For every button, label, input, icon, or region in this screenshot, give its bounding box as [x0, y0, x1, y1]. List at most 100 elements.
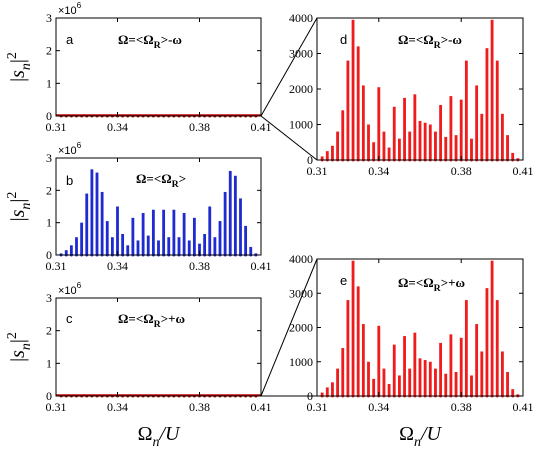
y-exponent-label-run: ×10	[58, 285, 77, 297]
x-tick-label: 0.31	[46, 120, 67, 134]
bar	[320, 156, 324, 160]
bar	[397, 375, 401, 396]
bar	[131, 217, 135, 255]
y-tick-label: 1	[46, 356, 52, 370]
y-axis-label-run: |	[7, 199, 29, 203]
panel-condition-label-run: Ω=<Ω	[118, 311, 154, 326]
bar	[475, 85, 479, 160]
bar	[336, 368, 340, 396]
bar	[182, 212, 186, 255]
panel-condition-label-run: >-ω	[441, 32, 462, 47]
y-axis-label-run: |	[7, 358, 29, 362]
panel-condition-label-run: Ω=<Ω	[398, 275, 434, 290]
bar	[377, 325, 381, 396]
bar	[151, 209, 155, 255]
bar	[105, 221, 109, 255]
bar	[454, 372, 458, 396]
bar	[506, 135, 509, 160]
bar	[408, 368, 412, 396]
bar	[423, 360, 427, 396]
bar	[428, 361, 432, 396]
x-axis-label-left-sub: n	[152, 435, 159, 450]
x-tick-label: 0.41	[513, 164, 534, 178]
x-tick-label: 0.38	[189, 120, 210, 134]
bar	[397, 138, 401, 160]
y-exponent-label-run: ×10	[58, 5, 77, 17]
bar	[146, 235, 150, 255]
x-tick-label: 0.41	[251, 400, 272, 414]
plot-area	[56, 298, 261, 396]
bar	[325, 387, 329, 396]
panel-condition-label: Ω=<ΩR>+ω	[398, 275, 465, 294]
bar	[367, 361, 370, 396]
y-tick-label: 4000	[289, 252, 313, 266]
y-tick-label: 3	[46, 291, 52, 305]
bar	[361, 85, 365, 160]
bar	[387, 147, 391, 160]
x-tick-label: 0.31	[46, 400, 67, 414]
bar	[377, 87, 381, 160]
bar	[244, 225, 248, 255]
bar	[490, 260, 494, 396]
bar	[444, 373, 448, 396]
y-axis-label-run: |	[7, 78, 29, 82]
bar	[85, 193, 89, 255]
bar	[490, 19, 494, 161]
bar	[464, 60, 468, 160]
axes-frame	[55, 297, 262, 397]
bar	[172, 209, 176, 255]
bar	[100, 191, 104, 255]
bar	[341, 110, 345, 160]
bar	[449, 334, 453, 396]
bar	[392, 344, 396, 396]
bar	[177, 237, 181, 255]
x-axis-label-right-run: /U	[420, 423, 443, 445]
bar	[95, 172, 99, 255]
y-exponent-label-sup: 6	[77, 141, 82, 150]
y-tick-label: 2000	[289, 82, 313, 96]
bar	[121, 233, 125, 255]
y-tick-label: 2000	[289, 321, 313, 335]
bar	[346, 60, 350, 160]
panel-condition-label-run: >+ω	[161, 311, 185, 326]
bar	[356, 286, 360, 396]
bar	[239, 198, 242, 255]
y-axis-label: |sn|2	[5, 192, 34, 222]
y-tick-label: 4000	[289, 11, 313, 25]
x-axis-label-left-run: Ω	[138, 423, 153, 445]
x-tick-label: 0.31	[307, 164, 328, 178]
bar	[341, 348, 345, 396]
panel-condition-label-run: >-ω	[161, 32, 182, 47]
y-axis-label: |sn|2	[5, 52, 34, 82]
y-tick-label: 3	[46, 151, 52, 165]
panel-condition-label-run: Ω=<Ω	[118, 32, 154, 47]
plot-area	[56, 18, 261, 116]
bar	[439, 342, 443, 396]
bar	[459, 99, 463, 160]
panel-a: 0 1 2 3 0.31 0.34 0.38 0.41 ×106 a Ω=<ΩR>-ω	[46, 1, 272, 134]
bar	[470, 138, 473, 160]
x-axis-label-right-run: Ω	[399, 423, 414, 445]
bar	[500, 351, 504, 396]
bar	[346, 300, 350, 396]
panel-condition-label-run: Ω=<Ω	[398, 32, 434, 47]
panel-d: 0 1000 2000 3000 4000 0.31 0.34 0.38 0.41 d Ω=<ΩR>…	[289, 11, 534, 178]
y-exponent-label: ×106	[58, 141, 82, 157]
bar	[233, 175, 237, 255]
y-axis-label-run: s	[7, 350, 29, 358]
y-exponent-label: ×106	[58, 1, 82, 17]
bar	[90, 169, 94, 255]
panel-condition-label-sub: R	[154, 319, 162, 330]
x-tick-label: 0.38	[451, 400, 472, 414]
bar	[464, 300, 468, 396]
y-tick-label: 3000	[289, 286, 313, 300]
y-axis-label-run: |	[7, 339, 29, 343]
zoom-connector-line	[260, 258, 318, 397]
bar	[459, 337, 463, 396]
bar	[382, 131, 386, 160]
zoom-connector-line	[260, 17, 318, 117]
x-tick-label: 0.41	[513, 400, 534, 414]
panel-letter: e	[340, 273, 347, 288]
bar	[449, 96, 453, 160]
